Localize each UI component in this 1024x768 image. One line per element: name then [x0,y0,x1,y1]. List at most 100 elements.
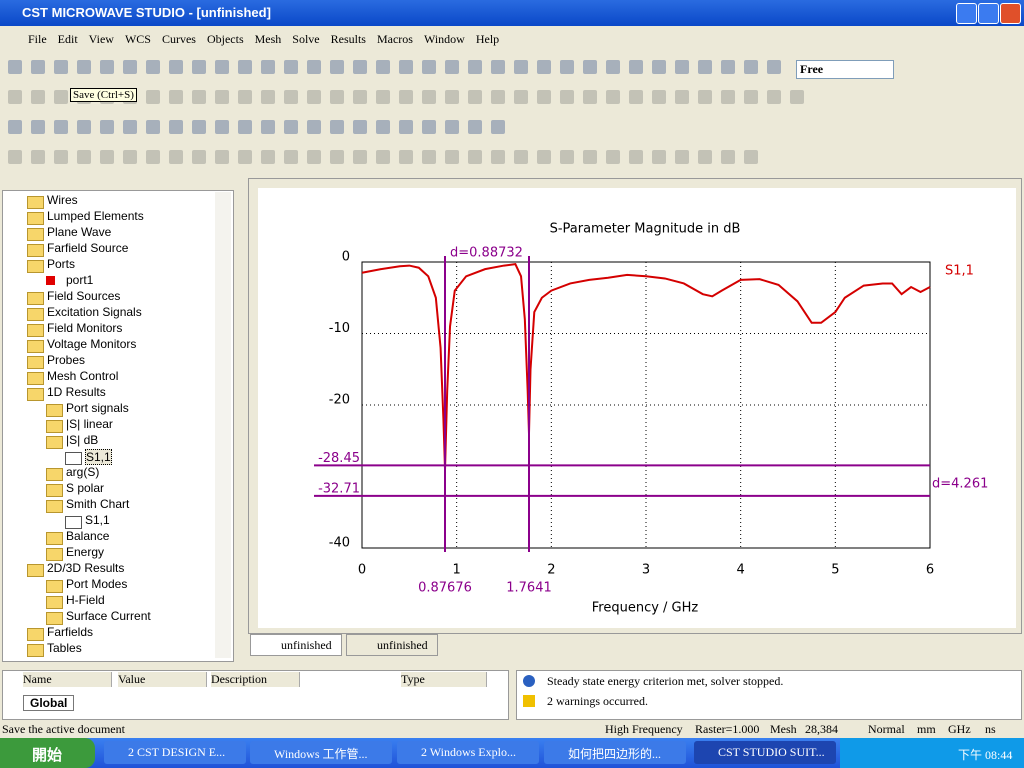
toolbar-button[interactable] [169,150,183,164]
taskbar-button[interactable]: CST STUDIO SUIT... [694,741,836,764]
toolbar-button[interactable] [744,150,758,164]
tree-item[interactable]: Farfields [47,625,94,639]
toolbar-button[interactable] [192,60,206,74]
toolbar-button[interactable] [698,90,712,104]
toolbar-button[interactable] [399,90,413,104]
menu-item[interactable]: View [88,32,114,46]
toolbar-button[interactable] [445,120,459,134]
tree-item[interactable]: Field Sources [47,289,121,303]
toolbar-button[interactable] [606,90,620,104]
menu-item[interactable]: File [28,32,47,46]
toolbar-button[interactable] [698,60,712,74]
toolbar-button[interactable] [721,150,735,164]
toolbar-button[interactable] [445,60,459,74]
menu-item[interactable]: Edit [57,32,78,46]
tree-item[interactable]: H-Field [66,593,105,607]
toolbar-button[interactable] [652,150,666,164]
toolbar-button[interactable] [123,60,137,74]
toolbar-button[interactable] [54,60,68,74]
toolbar-button[interactable] [100,120,114,134]
toolbar-button[interactable] [307,90,321,104]
tree-item[interactable]: Balance [66,529,110,543]
tree-item[interactable]: Field Monitors [47,321,123,335]
toolbar-button[interactable] [8,90,22,104]
toolbar-button[interactable] [238,90,252,104]
menu-item[interactable]: Macros [376,32,413,46]
tree-item[interactable]: 2D/3D Results [47,561,125,575]
toolbar-button[interactable] [537,90,551,104]
tree-scrollbar[interactable] [215,192,231,658]
toolbar-button[interactable] [284,150,298,164]
toolbar-button[interactable] [606,150,620,164]
toolbar-button[interactable] [100,60,114,74]
toolbar-button[interactable] [422,150,436,164]
toolbar-button[interactable] [54,150,68,164]
toolbar-button[interactable] [8,60,22,74]
tree-item[interactable]: Surface Current [66,609,151,623]
toolbar-button[interactable] [307,120,321,134]
toolbar-button[interactable] [169,60,183,74]
menu-item[interactable]: Mesh [254,32,282,46]
toolbar-button[interactable] [238,150,252,164]
toolbar-button[interactable] [376,60,390,74]
toolbar-button[interactable] [514,90,528,104]
tree-item[interactable]: S1,1 [85,513,110,527]
document-tab[interactable]: unfinished [250,634,342,656]
toolbar-button[interactable] [767,60,781,74]
toolbar-button[interactable] [77,60,91,74]
menu-item[interactable]: Results [330,32,366,46]
menu-item[interactable]: Window [423,32,465,46]
taskbar-button[interactable]: 如何把四边形的... [544,741,686,764]
toolbar-button[interactable] [123,150,137,164]
tree-item[interactable]: Tables [47,641,82,655]
toolbar-button[interactable] [583,150,597,164]
toolbar-button[interactable] [629,60,643,74]
toolbar-button[interactable] [261,150,275,164]
toolbar-button[interactable] [215,120,229,134]
toolbar-button[interactable] [353,90,367,104]
tree-item[interactable]: |S| dB [66,433,99,447]
menu-item[interactable]: Solve [292,32,320,46]
toolbar-button[interactable] [514,60,528,74]
dropdown[interactable]: Free [796,60,894,79]
toolbar-button[interactable] [238,60,252,74]
toolbar-button[interactable] [146,150,160,164]
toolbar-button[interactable] [330,120,344,134]
toolbar-button[interactable] [284,90,298,104]
tree-item[interactable]: Farfield Source [47,241,129,255]
toolbar-button[interactable] [514,150,528,164]
toolbar-button[interactable] [422,120,436,134]
toolbar-button[interactable] [583,90,597,104]
toolbar-button[interactable] [652,60,666,74]
toolbar-button[interactable] [491,150,505,164]
toolbar-button[interactable] [169,90,183,104]
tree-item[interactable]: |S| linear [66,417,113,431]
document-tab[interactable]: unfinished [346,634,438,656]
toolbar-button[interactable] [376,120,390,134]
taskbar-button[interactable]: 2 Windows Explo... [397,741,539,764]
start-button[interactable]: 開始 [0,738,95,768]
toolbar-button[interactable] [537,150,551,164]
toolbar-button[interactable] [77,120,91,134]
toolbar-button[interactable] [652,90,666,104]
tree-item[interactable]: Ports [47,257,76,271]
toolbar-button[interactable] [399,150,413,164]
toolbar-button[interactable] [468,150,482,164]
toolbar-button[interactable] [744,60,758,74]
toolbar-button[interactable] [261,60,275,74]
toolbar-button[interactable] [192,150,206,164]
toolbar-button[interactable] [376,90,390,104]
tree-item[interactable]: Port signals [66,401,129,415]
toolbar-button[interactable] [353,120,367,134]
toolbar-button[interactable] [721,90,735,104]
tree-item[interactable]: arg(S) [66,465,100,479]
toolbar-button[interactable] [307,60,321,74]
toolbar-button[interactable] [376,150,390,164]
toolbar-button[interactable] [353,150,367,164]
toolbar-button[interactable] [445,150,459,164]
toolbar-button[interactable] [629,150,643,164]
toolbar-button[interactable] [698,150,712,164]
toolbar-button[interactable] [146,120,160,134]
toolbar-button[interactable] [100,150,114,164]
toolbar-button[interactable] [238,120,252,134]
